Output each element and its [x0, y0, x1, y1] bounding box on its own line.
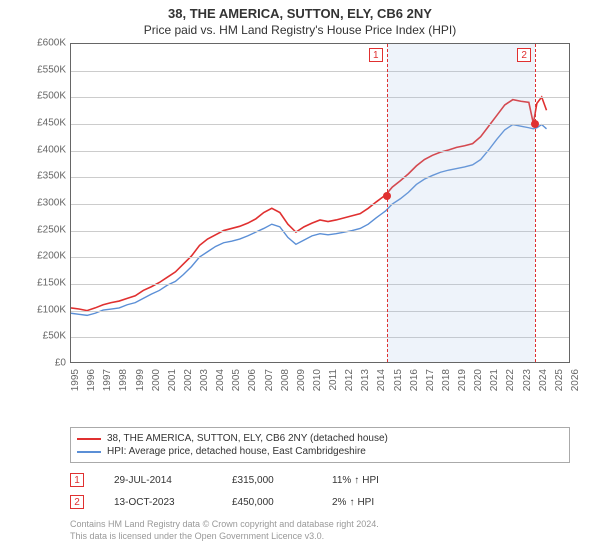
y-tick-label: £150K [37, 278, 66, 289]
x-tick-label: 2024 [538, 369, 549, 391]
y-axis-labels: £0 £50K £100K £150K £200K £250K £300K £350K £400… [20, 43, 68, 383]
sale-hpi-pct: 11% [332, 475, 351, 486]
x-tick-label: 2022 [505, 369, 516, 391]
x-tick-label: 2019 [457, 369, 468, 391]
x-tick-label: 2001 [167, 369, 178, 391]
y-tick-label: £550K [37, 64, 66, 75]
x-tick-label: 2006 [247, 369, 258, 391]
y-tick-label: £300K [37, 198, 66, 209]
legend-swatch [77, 451, 101, 453]
x-tick-label: 2005 [231, 369, 242, 391]
legend-label: HPI: Average price, detached house, East… [107, 446, 366, 457]
x-tick-label: 2002 [183, 369, 194, 391]
x-tick-label: 2020 [473, 369, 484, 391]
x-tick-label: 1997 [102, 369, 113, 391]
forecast-shaded-region [387, 44, 535, 362]
sale-index-box: 2 [70, 495, 84, 509]
sale-date: 29-JUL-2014 [114, 475, 202, 486]
sale-hpi-delta: 11% ↑ HPI [332, 475, 379, 486]
x-tick-label: 2007 [264, 369, 275, 391]
sale-row: 2 13-OCT-2023 £450,000 2% ↑ HPI [70, 491, 570, 513]
y-tick-label: £200K [37, 251, 66, 262]
y-tick-label: £400K [37, 144, 66, 155]
x-tick-label: 2021 [489, 369, 500, 391]
x-tick-label: 2016 [409, 369, 420, 391]
y-tick-label: £100K [37, 304, 66, 315]
x-tick-label: 2013 [360, 369, 371, 391]
legend-item: HPI: Average price, detached house, East… [77, 445, 563, 458]
chart-area: £0 £50K £100K £150K £200K £250K £300K £350K £400… [20, 43, 580, 383]
y-tick-label: £450K [37, 118, 66, 129]
x-tick-label: 1998 [118, 369, 129, 391]
sale-marker-box: 1 [369, 48, 383, 62]
x-tick-label: 2010 [312, 369, 323, 391]
sale-date: 13-OCT-2023 [114, 497, 202, 508]
y-tick-label: £600K [37, 38, 66, 49]
sale-hpi-pct: 2% [332, 497, 346, 508]
sale-hpi-label: HPI [362, 475, 379, 486]
sale-index-box: 1 [70, 473, 84, 487]
x-tick-label: 2011 [328, 369, 339, 391]
legend-swatch [77, 438, 101, 440]
x-tick-label: 2012 [344, 369, 355, 391]
x-tick-label: 1996 [86, 369, 97, 391]
arrow-up-icon: ↑ [354, 475, 359, 486]
x-tick-label: 2026 [570, 369, 581, 391]
x-axis-labels: 1995 1996 1997 1998 1999 2000 2001 2002 2003 2004… [70, 365, 570, 415]
sale-row: 1 29-JUL-2014 £315,000 11% ↑ HPI [70, 469, 570, 491]
sale-marker-dot [531, 120, 539, 128]
x-tick-label: 2003 [199, 369, 210, 391]
chart-title: 38, THE AMERICA, SUTTON, ELY, CB6 2NY [0, 0, 600, 21]
legend-label: 38, THE AMERICA, SUTTON, ELY, CB6 2NY (d… [107, 433, 388, 444]
sale-marker-line [387, 44, 388, 362]
arrow-up-icon: ↑ [349, 497, 354, 508]
x-tick-label: 2004 [215, 369, 226, 391]
x-tick-label: 2000 [151, 369, 162, 391]
x-tick-label: 1995 [70, 369, 81, 391]
y-tick-label: £250K [37, 224, 66, 235]
plot-area: 12 [70, 43, 570, 363]
legend-box: 38, THE AMERICA, SUTTON, ELY, CB6 2NY (d… [70, 427, 570, 463]
sale-price: £315,000 [232, 475, 302, 486]
sale-marker-line [535, 44, 536, 362]
sale-marker-box: 2 [517, 48, 531, 62]
x-tick-label: 2009 [296, 369, 307, 391]
attribution-footer: Contains HM Land Registry data © Crown c… [70, 519, 570, 542]
sale-price: £450,000 [232, 497, 302, 508]
y-tick-label: £50K [43, 331, 66, 342]
sale-hpi-label: HPI [357, 497, 374, 508]
y-tick-label: £0 [55, 358, 66, 369]
y-tick-label: £500K [37, 91, 66, 102]
x-tick-label: 2008 [280, 369, 291, 391]
x-tick-label: 2025 [554, 369, 565, 391]
x-tick-label: 2018 [441, 369, 452, 391]
x-tick-label: 2017 [425, 369, 436, 391]
footer-line-1: Contains HM Land Registry data © Crown c… [70, 519, 570, 531]
x-tick-label: 2015 [393, 369, 404, 391]
sales-list: 1 29-JUL-2014 £315,000 11% ↑ HPI 2 13-OCT-202… [70, 469, 570, 513]
x-tick-label: 2014 [376, 369, 387, 391]
sale-hpi-delta: 2% ↑ HPI [332, 497, 374, 508]
x-tick-label: 2023 [522, 369, 533, 391]
legend-item: 38, THE AMERICA, SUTTON, ELY, CB6 2NY (d… [77, 432, 563, 445]
footer-line-2: This data is licensed under the Open Gov… [70, 531, 570, 543]
chart-subtitle: Price paid vs. HM Land Registry's House … [0, 21, 600, 43]
x-tick-label: 1999 [135, 369, 146, 391]
y-tick-label: £350K [37, 171, 66, 182]
sale-marker-dot [383, 192, 391, 200]
